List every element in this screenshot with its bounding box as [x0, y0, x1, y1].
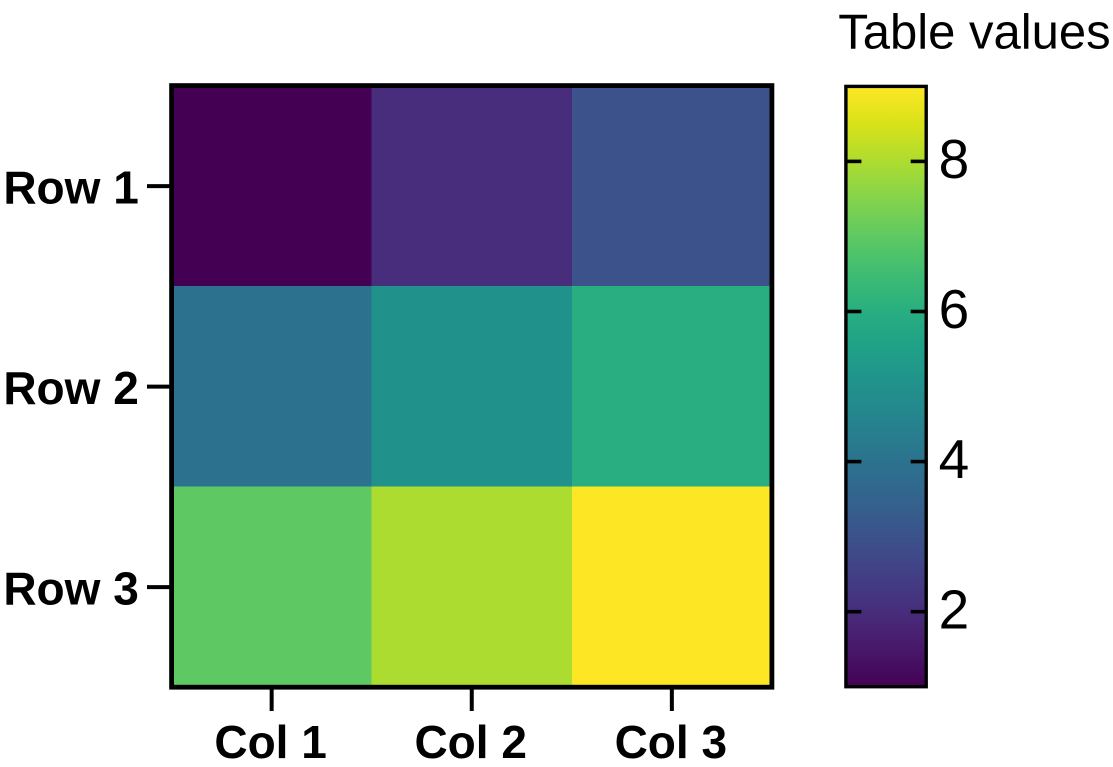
- svg-text:Table values: Table values: [838, 6, 1110, 60]
- svg-text:8: 8: [939, 128, 970, 190]
- svg-text:Col 1: Col 1: [214, 716, 326, 767]
- svg-text:Col 3: Col 3: [615, 716, 727, 767]
- svg-text:Row 3: Row 3: [3, 562, 138, 614]
- svg-text:2: 2: [939, 578, 970, 640]
- svg-text:Row 2: Row 2: [3, 362, 138, 414]
- svg-text:6: 6: [939, 278, 970, 340]
- svg-text:Row 1: Row 1: [3, 161, 138, 213]
- svg-text:4: 4: [939, 428, 970, 490]
- svg-text:Col 2: Col 2: [414, 716, 526, 767]
